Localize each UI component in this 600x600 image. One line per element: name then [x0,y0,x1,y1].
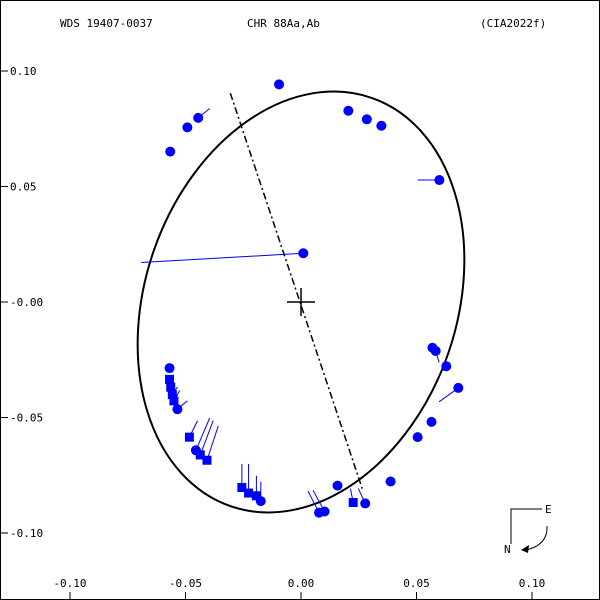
observation-square [251,491,261,501]
observation-point [360,498,371,509]
observation-point [426,416,437,427]
y-tick-label: -0.05 [10,412,43,425]
observation-point [165,146,176,157]
observation-square [348,498,358,508]
observation-point [332,480,343,491]
observation-point [441,361,452,372]
observation-point [430,345,441,356]
compass: E N [504,503,552,556]
compass-north-label: N [504,543,511,556]
compass-arrow-arc [525,525,548,551]
observation-point [274,79,285,90]
residual-line [141,252,304,263]
y-tick-label: 0.10 [10,65,37,78]
line-of-nodes [229,92,363,489]
residual-line [199,420,214,456]
observation-point [453,382,464,393]
x-tick-label: -0.05 [169,577,202,590]
observation-point [172,404,183,415]
observation-point [434,175,445,186]
discoverer-designation: CHR 88Aa,Ab [247,17,320,30]
observation-square [169,396,179,406]
x-tick-label: -0.10 [53,577,86,590]
observation-point [190,445,201,456]
observation-square [237,482,247,492]
wds-designation: WDS 19407-0037 [60,17,153,30]
y-tick-label: 0.05 [10,181,37,194]
plot-layer: -0.10 -0.05 0.00 0.05 0.10 0.10 0.05 -0.00 -0.05… [1,65,546,599]
x-tick-label: 0.10 [519,577,546,590]
observation-point [182,122,193,133]
observation-square [195,450,205,460]
observation-point [164,363,175,374]
compass-arrowhead-icon [521,545,529,553]
observation-point [376,120,387,131]
observation-square [166,382,176,392]
observation-square [244,488,254,498]
compass-east-label: E [545,503,552,516]
orbit-ellipse [136,90,466,514]
residual-line [206,425,219,461]
y-tick-label: -0.10 [10,527,43,540]
observation-point [343,105,354,116]
observation-square [202,455,212,465]
observation-square [184,432,194,442]
x-tick-label: 0.05 [403,577,430,590]
observation-point [298,248,309,259]
x-tick-label: 0.00 [288,577,315,590]
residual-line [195,417,211,451]
observation-square [167,390,177,400]
y-tick-label: -0.00 [10,296,43,309]
observation-point [412,432,423,443]
observation-point [193,112,204,123]
compass-axes [510,508,542,544]
reference-code: (CIA2022f) [480,17,546,30]
observation-square [165,374,175,384]
observation-point [319,506,330,517]
observation-point [361,114,372,125]
observation-point [385,476,396,487]
